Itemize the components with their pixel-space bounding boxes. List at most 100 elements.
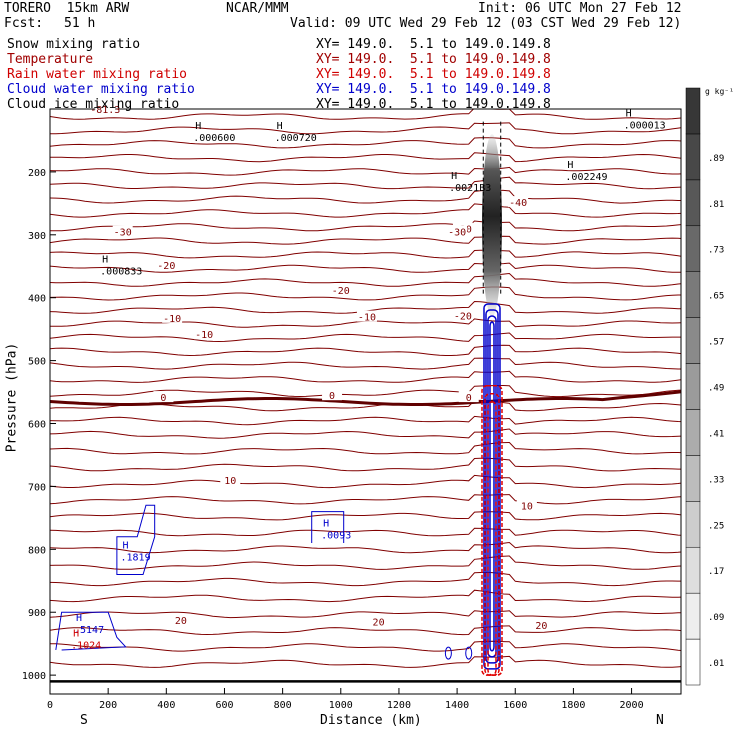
temperature-label-bg	[368, 615, 389, 627]
colorbar-segment	[685, 133, 701, 181]
isotherm-line	[50, 385, 681, 398]
temperature-label: -20	[454, 311, 472, 322]
x-tick-label: 1800	[561, 700, 585, 711]
temperature-label: 20	[373, 618, 385, 629]
isotherm-line	[50, 428, 681, 439]
cloud-ice-contour	[482, 121, 502, 295]
field-name-cloud-water: Cloud water mixing ratio	[7, 82, 195, 97]
isotherm-line	[50, 527, 681, 537]
field-xy-rain: XY= 149.0. 5.1 to 149.0.149.8	[316, 67, 551, 82]
isotherm-line	[50, 272, 681, 287]
maximum-marker: H	[195, 121, 201, 132]
isotherm-line	[50, 286, 681, 301]
temperature-label-bg	[531, 618, 552, 630]
maximum-value: .002249	[565, 172, 607, 183]
maximum-value: .000600	[193, 133, 235, 144]
plot-border	[49, 108, 682, 695]
colorbar-label: .41	[708, 429, 724, 439]
y-tick-label: 400	[28, 294, 46, 305]
maximum-marker: H	[73, 629, 79, 640]
temperature-label-bg	[220, 474, 241, 486]
cloud-water-contour	[487, 315, 497, 658]
temperature-label: -10	[358, 313, 376, 324]
colorbar-label: .01	[708, 659, 724, 669]
colorbar-label: .17	[708, 567, 724, 577]
colorbar-segment	[685, 271, 701, 318]
temperature-label: -81.3	[90, 105, 120, 116]
temperature-label: 0	[466, 393, 472, 404]
temperature-label-bg	[194, 328, 215, 340]
zero-isotherm	[50, 390, 681, 406]
model-title: TORERO 15km ARW	[4, 1, 130, 16]
maximum-value: .0021B3	[449, 183, 491, 194]
maximum-marker: H	[567, 160, 573, 171]
maximum-marker: H	[323, 518, 329, 529]
cloud-water-contour	[485, 309, 499, 664]
colorbar-segment	[685, 501, 701, 548]
temperature-label: -10	[195, 330, 213, 341]
field-name-temperature: Temperature	[7, 52, 94, 67]
colorbar-label: .73	[708, 246, 724, 256]
temperature-label: -10	[163, 314, 181, 325]
colorbar-segment	[685, 638, 701, 686]
x-tick-label: 800	[274, 700, 292, 711]
field-xy-snow: XY= 149.0. 5.1 to 149.0.149.8	[316, 37, 551, 52]
temperature-label: 0	[329, 391, 335, 402]
colorbar-segment	[685, 179, 701, 227]
maximum-marker: H	[102, 254, 108, 265]
isotherm-line	[50, 441, 681, 455]
y-tick-label: 800	[28, 545, 46, 556]
colorbar-label: .09	[708, 613, 724, 623]
temperature-label: -30	[448, 228, 466, 239]
colorbar-segment	[685, 225, 701, 272]
x-axis-label: Distance (km)	[320, 713, 422, 728]
temperature-label-bg	[162, 311, 183, 323]
isotherm-line	[50, 332, 681, 343]
cloud-water-contour	[483, 303, 501, 670]
isotherm-line	[50, 457, 681, 472]
temperature-label-bg	[452, 309, 473, 321]
temperature-label: 20	[535, 621, 547, 632]
isotherm-line	[50, 176, 681, 190]
colorbar-label: .81	[708, 200, 724, 210]
colorbar-label: .65	[708, 292, 724, 302]
isotherm-line	[50, 511, 681, 521]
maximum-value: .5147	[74, 625, 104, 636]
temperature-label-bg	[95, 103, 116, 114]
x-tick-label: 200	[99, 700, 117, 711]
field-name-snow: Snow mixing ratio	[7, 37, 141, 52]
isotherm-line	[50, 235, 681, 245]
temperature-label-bg	[516, 499, 537, 511]
isotherm-line	[50, 220, 681, 232]
cloud-water-blob	[444, 646, 452, 660]
y-tick-label: 700	[28, 482, 46, 493]
temperature-label-bg	[153, 391, 174, 403]
x-tick-label: 1000	[329, 700, 353, 711]
temperature-label: 0	[160, 393, 166, 404]
temperature-label: 10	[224, 476, 236, 487]
isotherm-line	[50, 474, 681, 489]
colorbar-segment	[685, 455, 701, 502]
x-tick-label: 0	[47, 700, 53, 711]
temperature-label-bg	[322, 389, 343, 401]
isotherm-line	[50, 249, 681, 259]
isotherm-line	[50, 152, 681, 163]
y-tick-label: 1000	[22, 671, 46, 682]
field-xy-cloud-ice: XY= 149.0. 5.1 to 149.0.149.8	[316, 97, 551, 112]
isotherm-line	[50, 415, 681, 426]
north-label: N	[656, 713, 664, 728]
x-tick-label: 600	[215, 700, 233, 711]
field-name-cloud-ice: Cloud ice mixing ratio	[7, 97, 180, 112]
isotherm-line	[50, 555, 681, 570]
y-tick-label: 500	[28, 357, 46, 368]
isotherm-line	[50, 166, 681, 176]
colorbar-segment	[685, 409, 701, 456]
south-label: S	[80, 713, 88, 728]
snow-shading	[481, 134, 502, 317]
temperature-label: -40	[509, 198, 527, 209]
forecast-hour: 51 h	[64, 16, 96, 31]
temperature-label-bg	[508, 196, 529, 208]
colorbar-label: .25	[708, 521, 724, 531]
cloud-water-blob	[311, 511, 345, 544]
isotherm-line	[50, 541, 681, 554]
